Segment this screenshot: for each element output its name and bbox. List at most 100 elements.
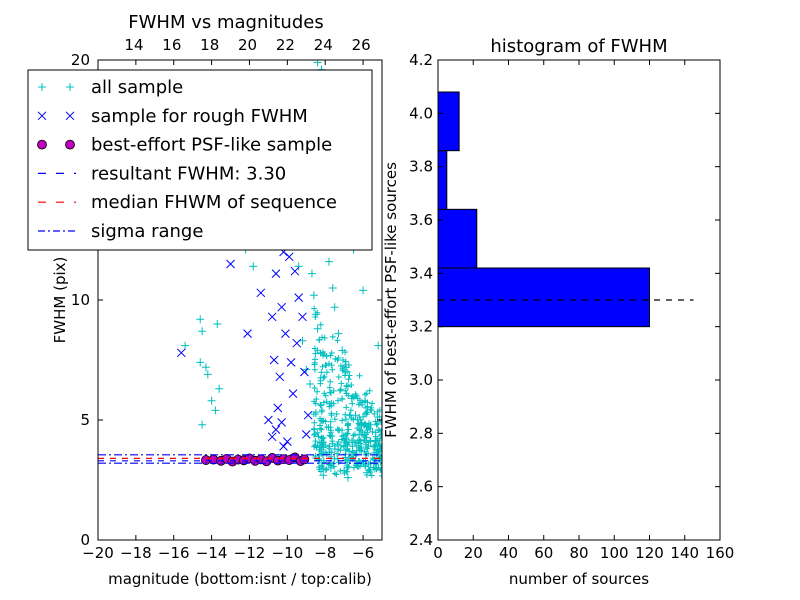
- all-sample-point: [365, 460, 372, 467]
- rough-fwhm-point: [264, 415, 273, 425]
- all-sample-point: [337, 447, 344, 454]
- all-sample-point: [309, 291, 318, 300]
- all-sample-point: [329, 433, 336, 440]
- all-sample-point: [307, 269, 316, 278]
- all-sample-point: [377, 443, 382, 450]
- all-sample-point: [316, 446, 323, 453]
- rough-fwhm-point: [256, 288, 266, 298]
- all-sample-point: [358, 459, 365, 466]
- y-tick-label: 5: [80, 411, 90, 429]
- legend-circle-marker: [37, 139, 47, 150]
- all-sample-point: [374, 435, 381, 442]
- all-sample-point: [319, 435, 326, 442]
- histogram-x-label: number of sources: [509, 570, 649, 588]
- rough-fwhm-point: [277, 302, 287, 312]
- all-sample-point: [198, 327, 207, 336]
- all-sample-point: [321, 390, 328, 397]
- all-sample-point: [363, 390, 370, 397]
- all-sample-point: [328, 449, 335, 456]
- rough-fwhm-point: [271, 269, 281, 278]
- rough-fwhm-point: [300, 367, 309, 377]
- y-tick-label: 2.8: [409, 424, 433, 442]
- all-sample-point: [374, 408, 381, 415]
- rough-fwhm-point: [243, 329, 252, 338]
- scatter-x-label: magnitude (bottom:isnt / top:calib): [108, 570, 372, 588]
- all-sample-point: [318, 369, 325, 376]
- all-sample-point: [331, 442, 338, 449]
- all-sample-point: [369, 428, 376, 435]
- rough-fwhm-point: [176, 348, 186, 358]
- all-sample-point: [313, 324, 322, 333]
- all-sample-point: [313, 396, 320, 403]
- all-sample-point: [357, 420, 366, 429]
- all-sample-point: [334, 329, 343, 338]
- all-sample-point: [377, 459, 382, 466]
- all-sample-point: [331, 470, 338, 477]
- all-sample-point: [334, 450, 341, 457]
- all-sample-point: [328, 284, 337, 292]
- all-sample-point: [343, 382, 352, 391]
- rough-fwhm-point: [286, 358, 296, 367]
- all-sample-point: [343, 390, 350, 397]
- histogram-chart: 0 20 40 60 80 100 120 140 160 2.4 2.6 2.8 3.0 3.2 3.4…: [382, 36, 734, 588]
- all-sample-point: [181, 341, 190, 350]
- all-sample-point: [351, 411, 360, 420]
- y-tick-label: 2.6: [409, 478, 433, 496]
- all-sample-point: [319, 441, 326, 448]
- rough-fwhm-point: [281, 329, 290, 338]
- all-sample-point: [322, 418, 329, 425]
- all-sample-point: [211, 406, 220, 415]
- legend-label: sigma range: [91, 221, 203, 242]
- all-sample-point: [334, 337, 341, 344]
- all-sample-point: [365, 422, 372, 429]
- top-tick-label: 16: [162, 36, 181, 54]
- x-tick-label: −6: [352, 544, 374, 562]
- x-tick-label: −10: [272, 544, 304, 562]
- legend-label: best-effort PSF-like sample: [91, 135, 332, 156]
- histogram-bar: [437, 267, 650, 328]
- all-sample-point: [327, 427, 334, 434]
- y-tick-label: 3.4: [409, 264, 433, 282]
- x-tick-label: −12: [234, 544, 266, 562]
- rough-fwhm-point: [301, 430, 311, 439]
- all-sample-point: [338, 380, 345, 387]
- all-sample-point: [337, 468, 344, 475]
- legend-entry: best-effort PSF-like sample: [37, 135, 332, 156]
- all-sample-point: [377, 467, 382, 474]
- all-sample-point: [365, 442, 372, 449]
- all-sample-point: [357, 416, 364, 423]
- all-sample-point: [325, 424, 332, 431]
- all-sample-point: [339, 417, 346, 424]
- all-sample-point: [312, 350, 319, 357]
- psf-like-point: [299, 454, 310, 465]
- all-sample-point: [249, 262, 258, 271]
- all-sample-point: [328, 389, 335, 396]
- all-sample-point: [370, 442, 379, 451]
- rough-fwhm-point: [269, 355, 279, 365]
- all-sample-point: [311, 431, 318, 438]
- all-sample-point: [355, 420, 362, 427]
- rough-fwhm-point: [288, 389, 298, 398]
- legend-circle-marker: [65, 139, 75, 150]
- rough-fwhm-point: [294, 293, 304, 302]
- all-sample-point: [346, 447, 353, 454]
- all-sample-point: [320, 399, 327, 406]
- y-tick-label: 10: [71, 291, 90, 309]
- top-tick-label: 14: [124, 36, 143, 54]
- all-sample-point: [342, 363, 351, 372]
- all-sample-point: [322, 467, 329, 474]
- all-sample-point: [363, 434, 370, 441]
- all-sample-point: [321, 373, 328, 380]
- x-tick-label: 160: [706, 544, 735, 562]
- all-sample-point: [343, 436, 350, 443]
- scatter-chart: −20 −18 −16 −14 −12 −10 −8 −6 14 16 18 20 22 24 26 0 5…: [27, 12, 383, 588]
- all-sample-point: [326, 445, 333, 452]
- all-sample-point: [374, 420, 381, 427]
- all-sample-point: [339, 396, 346, 403]
- all-sample-point: [315, 433, 322, 440]
- all-sample-point: [311, 385, 318, 392]
- all-sample-point: [314, 388, 321, 395]
- all-sample-point: [294, 262, 303, 271]
- legend-plus-marker: [38, 83, 46, 91]
